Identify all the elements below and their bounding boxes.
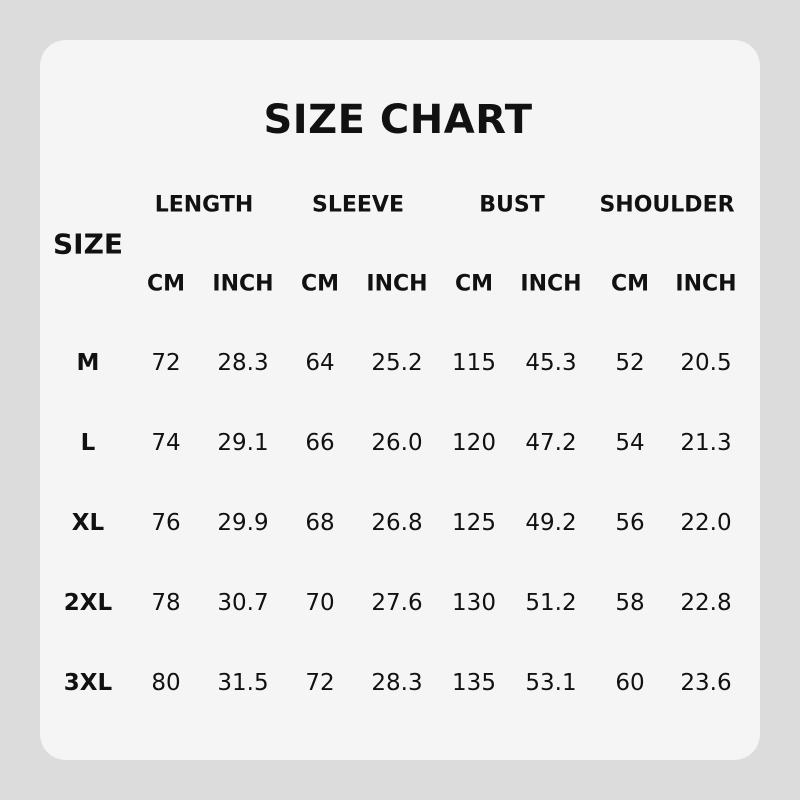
table-cell: 78 bbox=[151, 590, 181, 616]
size-label: L bbox=[80, 430, 96, 456]
table-cell: 72 bbox=[305, 670, 335, 696]
table-cell: 64 bbox=[305, 350, 335, 376]
table-cell: 47.2 bbox=[525, 430, 577, 456]
group-header: LENGTH bbox=[154, 192, 254, 218]
unit-header: CM bbox=[146, 271, 186, 297]
table-cell: 115 bbox=[452, 350, 496, 376]
table-cell: 26.0 bbox=[371, 430, 423, 456]
table-cell: 23.6 bbox=[680, 670, 732, 696]
unit-header: CM bbox=[300, 271, 340, 297]
table-cell: 20.5 bbox=[680, 350, 732, 376]
table-cell: 31.5 bbox=[217, 670, 269, 696]
table-cell: 130 bbox=[452, 590, 496, 616]
size-label: M bbox=[76, 350, 100, 376]
table-cell: 54 bbox=[615, 430, 645, 456]
table-cell: 29.9 bbox=[217, 510, 269, 536]
table-cell: 29.1 bbox=[217, 430, 269, 456]
group-header: BUST bbox=[479, 192, 545, 218]
size-chart-card bbox=[40, 40, 760, 760]
table-cell: 28.3 bbox=[217, 350, 269, 376]
unit-header: INCH bbox=[520, 271, 582, 297]
size-label: XL bbox=[71, 510, 105, 536]
table-cell: 49.2 bbox=[525, 510, 577, 536]
table-cell: 58 bbox=[615, 590, 645, 616]
table-cell: 52 bbox=[615, 350, 645, 376]
unit-header: INCH bbox=[675, 271, 737, 297]
table-cell: 76 bbox=[151, 510, 181, 536]
table-cell: 135 bbox=[452, 670, 496, 696]
table-cell: 45.3 bbox=[525, 350, 577, 376]
group-header: SHOULDER bbox=[599, 192, 735, 218]
page-title: SIZE CHART bbox=[263, 97, 533, 143]
table-cell: 28.3 bbox=[371, 670, 423, 696]
table-cell: 30.7 bbox=[217, 590, 269, 616]
table-cell: 125 bbox=[452, 510, 496, 536]
unit-header: CM bbox=[454, 271, 494, 297]
table-cell: 80 bbox=[151, 670, 181, 696]
table-cell: 21.3 bbox=[680, 430, 732, 456]
table-cell: 120 bbox=[452, 430, 496, 456]
unit-header: CM bbox=[610, 271, 650, 297]
unit-header: INCH bbox=[366, 271, 428, 297]
table-cell: 74 bbox=[151, 430, 181, 456]
table-cell: 53.1 bbox=[525, 670, 577, 696]
table-cell: 66 bbox=[305, 430, 335, 456]
table-cell: 26.8 bbox=[371, 510, 423, 536]
table-cell: 22.8 bbox=[680, 590, 732, 616]
table-cell: 72 bbox=[151, 350, 181, 376]
table-cell: 27.6 bbox=[371, 590, 423, 616]
table-cell: 60 bbox=[615, 670, 645, 696]
size-column-header: SIZE bbox=[52, 227, 124, 261]
table-cell: 70 bbox=[305, 590, 335, 616]
table-cell: 51.2 bbox=[525, 590, 577, 616]
table-cell: 25.2 bbox=[371, 350, 423, 376]
size-label: 2XL bbox=[63, 590, 113, 616]
table-cell: 22.0 bbox=[680, 510, 732, 536]
size-label: 3XL bbox=[63, 670, 113, 696]
table-cell: 56 bbox=[615, 510, 645, 536]
table-cell: 68 bbox=[305, 510, 335, 536]
unit-header: INCH bbox=[212, 271, 274, 297]
group-header: SLEEVE bbox=[312, 192, 404, 218]
